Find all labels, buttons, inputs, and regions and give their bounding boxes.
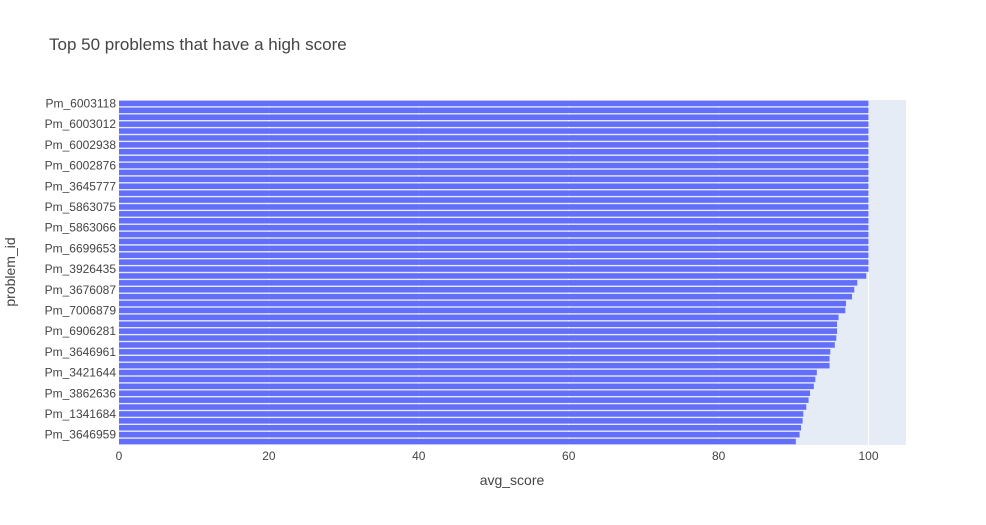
y-tick-label: Pm_3645777 — [45, 179, 117, 193]
bars — [119, 100, 869, 445]
x-tick-label: 0 — [116, 449, 123, 463]
bar — [119, 169, 869, 176]
y-tick-label: Pm_3421644 — [45, 366, 117, 380]
x-tick-label: 40 — [412, 449, 426, 463]
y-axis-title: problem_id — [2, 237, 18, 306]
y-tick-label: Pm_3926435 — [45, 262, 117, 276]
bar — [119, 273, 867, 279]
bar — [119, 431, 800, 438]
x-axis-title: avg_score — [480, 472, 545, 488]
x-tick-label: 20 — [262, 449, 276, 463]
bar — [119, 321, 838, 328]
bar — [119, 390, 811, 397]
chart-title: Top 50 problems that have a high score — [49, 35, 347, 54]
bar — [119, 135, 869, 141]
bar — [119, 204, 869, 210]
x-tick-label: 100 — [859, 449, 879, 463]
bar — [119, 148, 869, 155]
bar — [119, 286, 855, 293]
bar — [119, 383, 814, 390]
bar — [119, 252, 869, 259]
bar — [119, 293, 853, 300]
y-tick-label: Pm_3646961 — [45, 345, 117, 359]
bar — [119, 183, 869, 190]
y-tick-label: Pm_3676087 — [45, 283, 117, 297]
bar — [119, 342, 835, 348]
bar — [119, 355, 830, 362]
bar — [119, 404, 807, 410]
bar — [119, 349, 831, 355]
y-tick-label: Pm_6003118 — [46, 96, 117, 110]
bar — [119, 245, 869, 252]
bar — [119, 376, 816, 383]
x-tick-label: 80 — [712, 449, 726, 463]
bar — [119, 307, 846, 314]
bar — [119, 424, 802, 431]
bar — [119, 411, 804, 417]
bar — [119, 362, 830, 369]
bar — [119, 369, 817, 376]
y-tick-label: Pm_7006879 — [45, 303, 117, 317]
y-tick-label: Pm_6002938 — [45, 138, 117, 152]
bar — [119, 190, 869, 196]
y-tick-label: Pm_6002876 — [45, 159, 117, 173]
bar — [119, 328, 838, 334]
bar — [119, 335, 837, 341]
bar — [119, 217, 869, 224]
y-tick-label: Pm_5863066 — [45, 221, 117, 235]
bar — [119, 162, 869, 169]
bar — [119, 114, 869, 121]
y-tick-labels: Pm_6003118 Pm_6003012 Pm_6002938 Pm_6002876… — [45, 96, 117, 441]
bar — [119, 211, 869, 217]
bar — [119, 397, 809, 403]
bar — [119, 231, 869, 238]
bar — [119, 197, 869, 203]
bar — [119, 280, 858, 286]
y-tick-label: Pm_1341684 — [45, 407, 117, 421]
bar — [119, 238, 869, 245]
y-tick-label: Pm_6906281 — [45, 324, 117, 338]
bar — [119, 266, 869, 272]
y-tick-label: Pm_6003012 — [45, 117, 117, 131]
y-tick-label: Pm_3862636 — [45, 386, 117, 400]
bar — [119, 224, 869, 231]
bar — [119, 300, 847, 307]
bar — [119, 121, 869, 127]
y-tick-label: Pm_6699653 — [45, 241, 117, 255]
bar — [119, 155, 869, 162]
bar — [119, 176, 869, 183]
x-tick-label: 60 — [562, 449, 576, 463]
y-tick-label: Pm_3646959 — [45, 428, 117, 442]
bar — [119, 259, 869, 265]
bar — [119, 438, 796, 445]
bar — [119, 142, 869, 148]
bar — [119, 107, 869, 114]
y-tick-label: Pm_5863075 — [45, 200, 117, 214]
x-tick-labels: 0 20 40 60 80 100 — [116, 449, 879, 463]
bar — [119, 314, 839, 321]
bar — [119, 418, 803, 424]
bar — [119, 100, 869, 107]
bar — [119, 128, 869, 134]
